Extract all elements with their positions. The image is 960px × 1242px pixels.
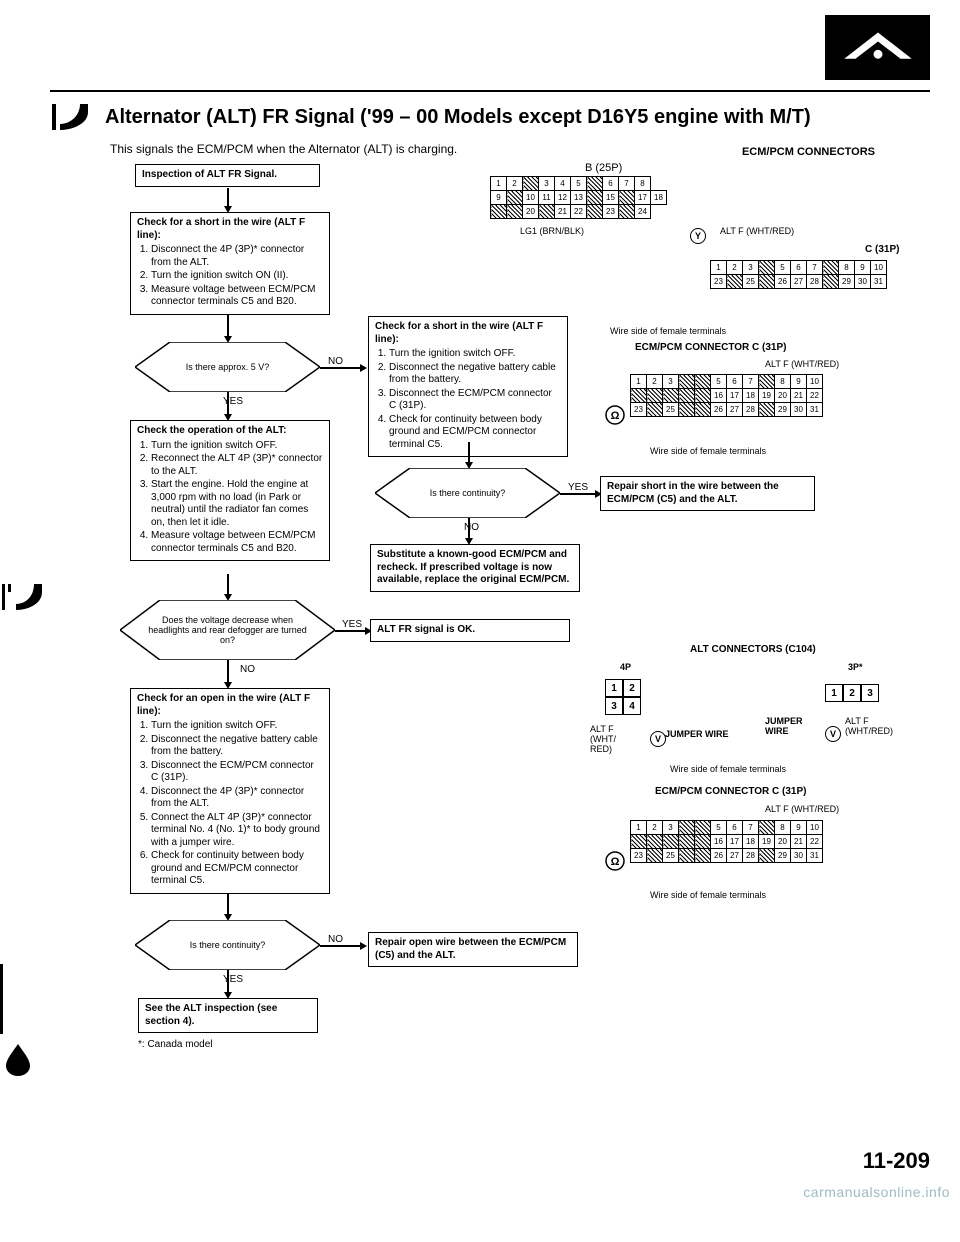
check-short2-item: Disconnect the negative battery cable fr…	[389, 362, 561, 387]
altf-label-3: ALT F (WHT/RED)	[765, 804, 839, 814]
wire-side-2: Wire side of female terminals	[650, 446, 766, 456]
substitute-box: Substitute a known-good ECM/PCM and rech…	[370, 544, 580, 592]
check-short2-title: Check for a short in the wire (ALT F lin…	[375, 321, 543, 345]
diamond1-text: Is there approx. 5 V?	[158, 362, 297, 372]
check-short2-item: Check for continuity between body ground…	[389, 414, 561, 452]
check3-title: Check for an open in the wire (ALT F lin…	[137, 693, 310, 717]
c31p-label: C (31P)	[865, 244, 899, 255]
check-short2-item: Disconnect the ECM/PCM connector C (31P)…	[389, 388, 561, 413]
check3-item: Connect the ALT 4P (3P)* connector termi…	[151, 812, 323, 850]
see-alt-box: See the ALT inspection (see section 4).	[138, 998, 318, 1033]
check2-item: Turn the ignition switch OFF.	[151, 440, 323, 453]
check3-item: Turn the ignition switch OFF.	[151, 720, 323, 733]
side-marker-icon	[2, 584, 42, 610]
conn-c-label-1: ECM/PCM CONNECTOR C (31P)	[635, 342, 787, 353]
3pstar-label: 3P*	[848, 662, 863, 672]
page-number: 11-209	[863, 1148, 930, 1174]
check1-item: Disconnect the 4P (3P)* connector from t…	[151, 244, 323, 269]
diamond-voltage-decrease: Does the voltage decrease when headlight…	[120, 600, 335, 660]
diamond4-text: Is there continuity?	[398, 488, 537, 498]
check1-box: Check for a short in the wire (ALT F lin…	[130, 212, 330, 315]
check2-item: Reconnect the ALT 4P (3P)* connector to …	[151, 453, 323, 478]
y-circle: Y	[690, 226, 706, 244]
v-circle-1: V	[650, 729, 666, 747]
check1-item: Turn the ignition switch ON (II).	[151, 270, 323, 283]
repair-open-box: Repair open wire between the ECM/PCM (C5…	[368, 932, 578, 967]
jumper-wire-1: JUMPER WIRE	[665, 729, 729, 739]
wire-side-4: Wire side of female terminals	[650, 890, 766, 900]
watermark: carmanualsonline.info	[803, 1184, 950, 1200]
svg-text:Ω: Ω	[611, 410, 620, 422]
diamond2-text: Does the voltage decrease when headlight…	[147, 615, 308, 645]
ohm-icon: Ω	[604, 404, 626, 426]
repair-short-box: Repair short in the wire between the ECM…	[600, 476, 815, 511]
check2-item: Start the engine. Hold the engine at 3,0…	[151, 479, 323, 529]
yes-label: YES	[568, 482, 588, 493]
check3-item: Disconnect the 4P (3P)* connector from t…	[151, 786, 323, 811]
no-label: NO	[464, 522, 479, 533]
top-rule	[50, 90, 930, 92]
page-title: Alternator (ALT) FR Signal ('99 – 00 Mod…	[105, 106, 811, 129]
yes-label: YES	[223, 396, 243, 407]
3p-connector-fig: 123	[825, 684, 879, 702]
lg1-label: LG1 (BRN/BLK)	[520, 226, 584, 236]
check-short2-item: Turn the ignition switch OFF.	[389, 348, 561, 361]
check-short2-box: Check for a short in the wire (ALT F lin…	[368, 316, 568, 457]
connector-c-grid-1: 1235678910 16171819202122 23252627282930…	[630, 374, 823, 417]
brand-logo	[825, 15, 930, 80]
drop-marker-icon	[6, 1044, 30, 1076]
no-label: NO	[240, 664, 255, 675]
altf-label-1: ALT F (WHT/RED)	[720, 226, 794, 236]
svg-text:Ω: Ω	[611, 856, 620, 868]
conn-c-label-2: ECM/PCM CONNECTOR C (31P)	[655, 786, 807, 797]
check3-item: Disconnect the negative battery cable fr…	[151, 734, 323, 759]
altf-whtrd-right: ALT F(WHT/RED)	[845, 716, 893, 736]
diamond3-text: Is there continuity?	[158, 940, 297, 950]
yes-label: YES	[342, 619, 362, 630]
diamond-5v: Is there approx. 5 V?	[135, 342, 320, 392]
inspection-box: Inspection of ALT FR Signal.	[135, 164, 320, 187]
4p-connector-fig: 12 34	[605, 679, 641, 715]
check1-title: Check for a short in the wire (ALT F lin…	[137, 217, 305, 241]
wire-side-3: Wire side of female terminals	[670, 764, 786, 774]
ecm-pcm-connectors-label: ECM/PCM CONNECTORS	[742, 146, 875, 158]
connector-c-grid-2: 1235678910 16171819202122 23252627282930…	[630, 820, 823, 863]
alt-conn-label: ALT CONNECTORS (C104)	[690, 644, 816, 655]
side-tick	[0, 964, 3, 1034]
wire-side-1: Wire side of female terminals	[610, 326, 726, 336]
altf-whtrd-left: ALT F(WHT/RED)	[590, 724, 616, 754]
check3-item: Check for continuity between body ground…	[151, 850, 323, 888]
check3-item: Disconnect the ECM/PCM connector C (31P)…	[151, 760, 323, 785]
check2-title: Check the operation of the ALT:	[137, 425, 286, 436]
jumper-wire-2: JUMPERWIRE	[765, 716, 803, 736]
section-marker-icon	[50, 102, 90, 132]
check1-item: Measure voltage between ECM/PCM connecto…	[151, 284, 323, 309]
b-25p-label: B (25P)	[585, 162, 622, 174]
check3-box: Check for an open in the wire (ALT F lin…	[130, 688, 330, 894]
v-circle-2: V	[825, 724, 841, 742]
check2-item: Measure voltage between ECM/PCM connecto…	[151, 530, 323, 555]
alt-ok-box: ALT FR signal is OK.	[370, 619, 570, 642]
connector-c-small-top: 12356789102325262728293031	[710, 260, 887, 289]
footnote: *: Canada model	[138, 1039, 213, 1050]
4p-label: 4P	[620, 662, 631, 672]
no-label: NO	[328, 356, 343, 367]
yes-label: YES	[223, 974, 243, 985]
connector-b-grid: 12345678 910111213151718 2021222324	[490, 176, 667, 219]
diamond-continuity-2: Is there continuity?	[375, 468, 560, 518]
altf-label-2: ALT F (WHT/RED)	[765, 359, 839, 369]
diamond-continuity-1: Is there continuity?	[135, 920, 320, 970]
check2-box: Check the operation of the ALT: Turn the…	[130, 420, 330, 561]
no-label: NO	[328, 934, 343, 945]
ohm-icon-2: Ω	[604, 850, 626, 872]
